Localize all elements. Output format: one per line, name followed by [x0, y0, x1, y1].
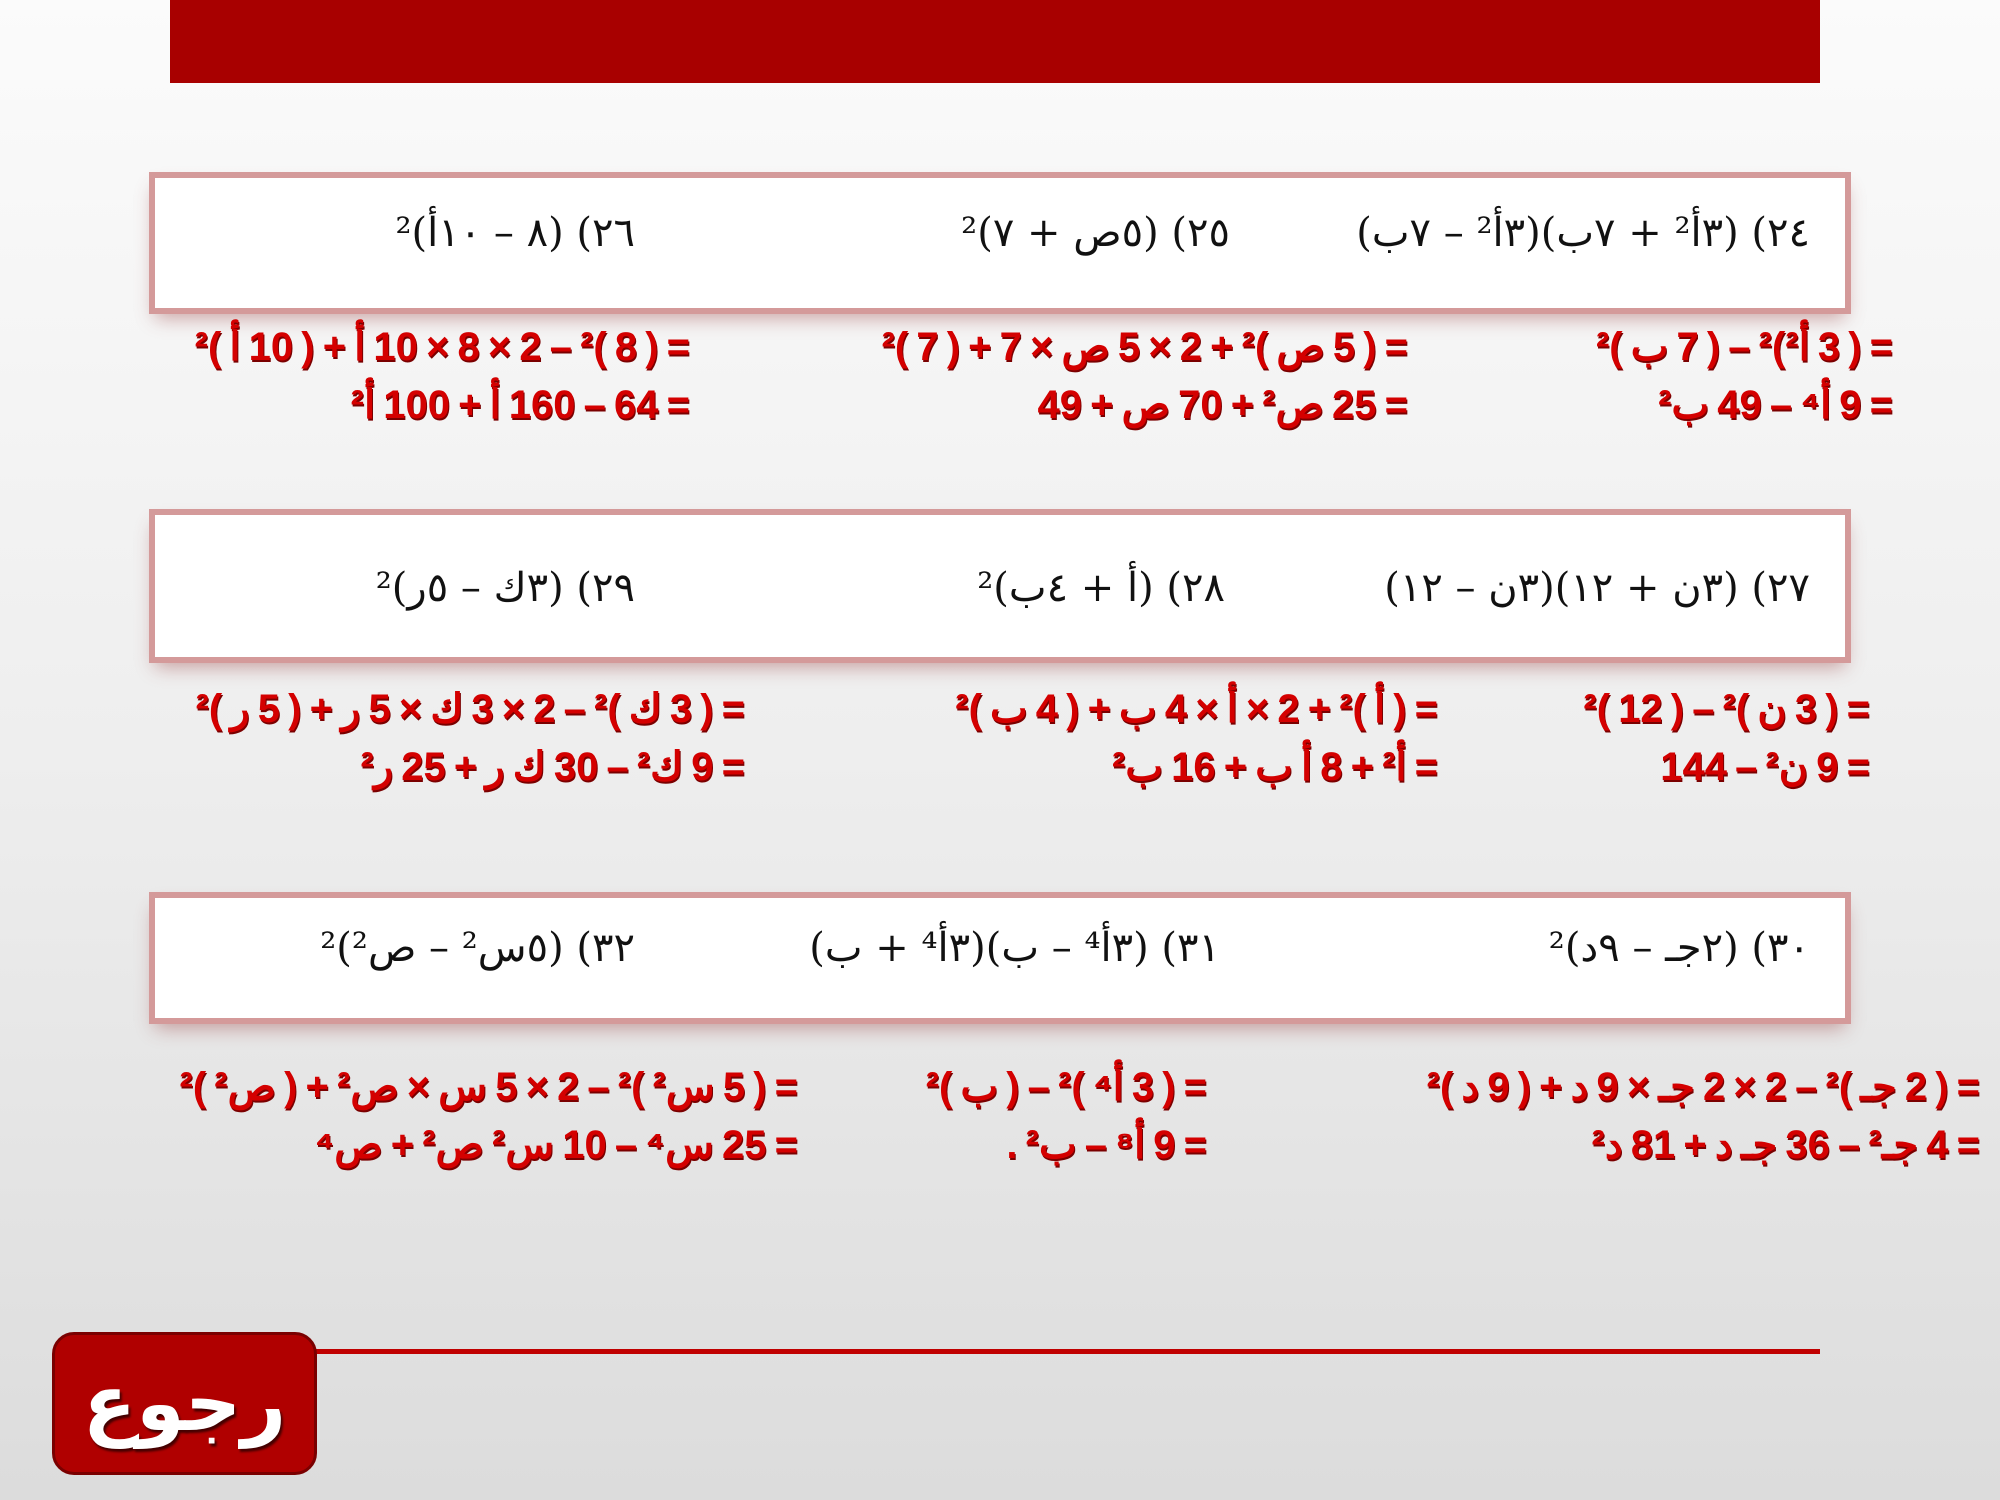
answer-29: = ( 3 ك )² – 2 × 3 ك × 5 ر + ( 5 ر )² = …	[20, 680, 745, 796]
question-25: ٢٥) (٥ص + ٧)²	[961, 210, 1230, 256]
answer-28-line-1: = ( أ )² + 2 × أ × 4 ب + ( 4 ب )²	[955, 687, 1438, 731]
answer-29-line-2: = 9 ك² – 30 ك ر + 25 ر²	[360, 745, 745, 789]
answer-26-line-2: = 64 – 160 أ + 100 أ²	[350, 383, 690, 427]
footer-divider	[310, 1349, 1820, 1354]
question-box-3	[155, 898, 1845, 1018]
answer-30-line-1: = ( 2 جـ )² – 2 × 2 جـ × 9 د + ( 9 د )²	[1426, 1065, 1980, 1109]
answer-31-line-2: = 9 أ⁸ – ب² .	[1006, 1123, 1207, 1167]
answer-25: = ( 5 ص )² + 2 × 5 ص × 7 + ( 7 )² = 25 ص…	[708, 318, 1408, 434]
answer-27-line-2: = 9 ن² – 144	[1660, 745, 1870, 789]
answer-26: = ( 8 )² – 2 × 8 × 10 أ + ( 10 أ )² = 64…	[20, 318, 690, 434]
answer-31: = ( 3 أ⁴ )² – ( ب )² = 9 أ⁸ – ب² .	[812, 1058, 1207, 1174]
answer-31-line-1: = ( 3 أ⁴ )² – ( ب )²	[925, 1065, 1207, 1109]
answer-32-line-2: = 25 س⁴ – 10 س² ص² + ص⁴	[314, 1123, 798, 1167]
question-28: ٢٨) (أ + ٤ب)²	[977, 565, 1225, 611]
answer-30: = ( 2 جـ )² – 2 × 2 جـ × 9 د + ( 9 د )² …	[1222, 1058, 1980, 1174]
answer-24-line-1: = ( 3 أ²)² – ( 7 ب )²	[1595, 325, 1893, 369]
answer-28: = ( أ )² + 2 × أ × 4 ب + ( 4 ب )² = أ² +…	[758, 680, 1438, 796]
answer-27: = ( 3 ن )² – ( 12 )² = 9 ن² – 144	[1450, 680, 1870, 796]
answer-28-line-2: = أ² + 8 أ ب + 16 ب²	[1112, 745, 1438, 789]
answer-32-line-1: = ( 5 س² )² – 2 × 5 س × ص² + ( ص² )²	[179, 1065, 798, 1109]
question-32: ٣٢) (٥س² – ص²)²	[320, 925, 635, 971]
answer-30-line-2: = 4 جـ² – 36 جـ د + 81 د²	[1591, 1123, 1980, 1167]
question-27: ٢٧) (٣ن + ١٢)(٣ن – ١٢)	[1384, 565, 1810, 611]
question-26: ٢٦) (٨ – ١٠أ)²	[395, 210, 635, 256]
answer-25-line-1: = ( 5 ص )² + 2 × 5 ص × 7 + ( 7 )²	[881, 325, 1408, 369]
question-24: ٢٤) (٣أ² + ٧ب)(٣أ² – ٧ب)	[1356, 210, 1810, 256]
question-box-1	[155, 178, 1845, 308]
title-bar	[170, 0, 1820, 83]
answer-26-line-1: = ( 8 )² – 2 × 8 × 10 أ + ( 10 أ )²	[194, 325, 690, 369]
question-box-2	[155, 515, 1845, 657]
question-31: ٣١) (٣أ⁴ – ب)(٣أ⁴ + ب)	[809, 925, 1220, 971]
answer-24-line-2: = 9 أ⁴ – 49 ب²	[1658, 383, 1893, 427]
question-29: ٢٩) (٣ك – ٥ر)²	[375, 565, 635, 611]
question-30: ٣٠) (٢جـ – ٩د)²	[1548, 925, 1810, 971]
answer-25-line-2: = 25 ص² + 70 ص + 49	[1037, 383, 1408, 427]
answer-24: = ( 3 أ²)² – ( 7 ب )² = 9 أ⁴ – 49 ب²	[1418, 318, 1893, 434]
answer-29-line-1: = ( 3 ك )² – 2 × 3 ك × 5 ر + ( 5 ر )²	[195, 687, 745, 731]
back-button[interactable]: رجوع	[52, 1332, 317, 1475]
answer-32: = ( 5 س² )² – 2 × 5 س × ص² + ( ص² )² = 2…	[20, 1058, 798, 1174]
answer-27-line-1: = ( 3 ن )² – ( 12 )²	[1583, 687, 1870, 731]
